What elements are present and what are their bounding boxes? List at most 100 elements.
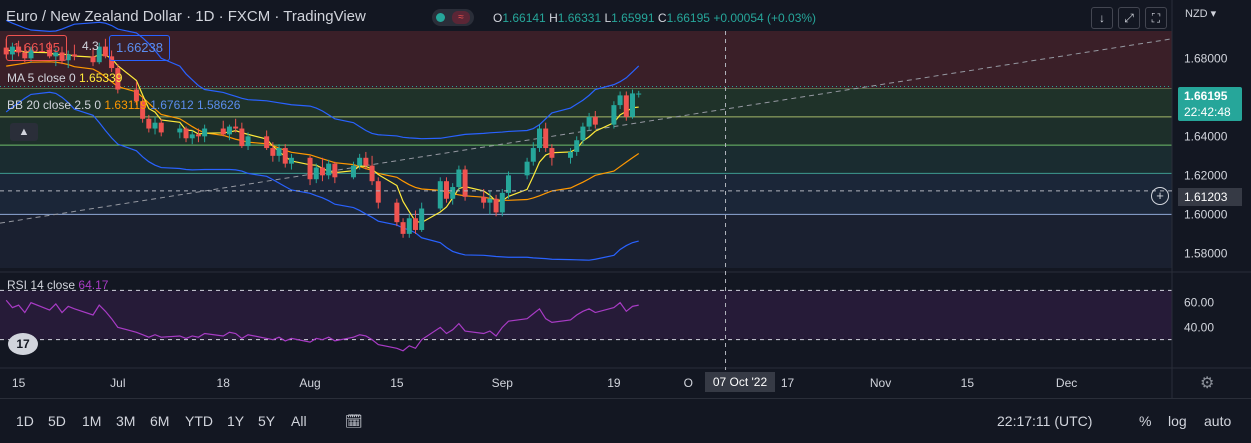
candle-body [574,140,580,152]
chevron-up-icon[interactable]: ▲ [10,123,38,141]
timeframe-ytd[interactable]: YTD [185,413,213,429]
open-label: O [493,11,503,25]
candle-2022-08-26 [462,165,468,201]
time-tick-label: 18 [217,376,231,390]
candle-body [487,198,493,203]
candle-body [332,163,338,178]
price-zone [0,145,1172,174]
candle-body [419,208,425,230]
rsi-legend[interactable]: RSI 14 close 64.17 [7,278,108,292]
candle-body [71,54,77,57]
price-zone [0,116,1172,146]
wave-icon: ≈ [452,11,470,24]
low-label: L [604,11,612,25]
add-order-icon[interactable]: + [1151,187,1169,205]
close-value: 1.66195 [666,11,710,25]
candle-body [195,134,201,137]
chart-title: Euro / New Zealand Dollar · 1D · FXCM · … [6,8,366,25]
bb-lower-value: 1.58626 [196,98,241,112]
bb-legend[interactable]: BB 20 close 2.5 0 1.63119 1.67612 1.5862… [7,98,240,112]
timeframe-5y[interactable]: 5Y [258,413,276,429]
candle-2022-08-08 [350,161,356,180]
timeframe-3m[interactable]: 3M [116,413,136,429]
time-tick-label: 15 [961,376,975,390]
candle-body [549,148,555,158]
timeframe-all[interactable]: All [291,413,307,429]
candle-2022-09-07 [536,124,542,152]
price-zone [0,88,1172,117]
gear-icon[interactable]: ⚙ [1200,375,1215,392]
arrow-down-icon[interactable]: ↓ [1091,7,1113,29]
price-tick-label: 1.62000 [1184,168,1228,182]
candle-body [543,128,549,149]
candle-body [202,128,208,137]
candle-2022-07-25 [264,130,270,150]
candle-body [53,52,59,57]
ma-label: MA 5 close 0 [7,71,76,85]
crosshair [0,31,1172,370]
close-label: C [657,11,667,25]
candle-2022-08-19 [419,202,425,232]
candle-2022-07-08 [158,118,164,137]
candle-2022-08-31 [493,194,499,217]
fullscreen-icon[interactable]: ⛶ [1145,7,1167,29]
candle-2022-09-21 [623,91,629,121]
tradingview-logo-icon[interactable]: 17 [8,333,38,355]
rsi-series-line [5,299,639,352]
candle-2022-06-14 [9,42,15,61]
time-tick-label: 19 [607,376,621,390]
candle-body [406,218,412,234]
candle-body [59,52,65,61]
auto-toggle[interactable]: auto [1204,413,1232,429]
timeframe-5d[interactable]: 5D [48,413,66,429]
candle-body [437,181,443,209]
buy-price-button[interactable]: 1.66238 [109,35,170,61]
candle-2022-09-09 [549,144,555,166]
candle-body [140,101,146,119]
candle-2022-08-29 [481,189,487,209]
candle-2022-07-13 [189,130,195,145]
candle-body [567,151,573,158]
log-toggle[interactable]: log [1168,413,1187,429]
chart-canvas[interactable]: 1.68000 1.64000 1.62000 1.60000 1.58000 60.0… [0,0,1251,398]
high-value: 1.66331 [557,11,602,25]
candle-2022-06-21 [53,48,59,67]
candle-2022-07-27 [276,144,282,162]
candle-2022-08-17 [406,214,412,238]
rsi-tick-label: 60.00 [1184,296,1214,310]
sell-price-button[interactable]: 1.66195 [6,35,67,61]
expand-icon[interactable]: ⤢ [1118,7,1140,29]
ohlc-readout: O1.66141 H1.66331 L1.65991 C1.66195 +0.0… [493,11,816,25]
utc-clock[interactable]: 22:17:11 (UTC) [997,413,1093,429]
timeframe-1m[interactable]: 1M [82,413,102,429]
candle-2022-06-30 [109,50,115,72]
candle-body [189,134,195,139]
currency-selector[interactable]: NZD ▾ [1185,8,1217,20]
time-tick-label: Dec [1056,376,1077,390]
candle-2022-09-13 [574,136,580,156]
candle-2022-08-12 [375,177,381,209]
candle-2022-07-12 [183,126,189,143]
candle-body [307,157,313,180]
timeframe-6m[interactable]: 6M [150,413,170,429]
market-status-toggle[interactable]: ≈ [432,9,474,26]
candle-body [363,157,369,166]
rsi-pane [0,289,1172,341]
timeframe-1d[interactable]: 1D [16,413,34,429]
price-tick-label: 1.60000 [1184,207,1228,221]
candle-body [282,148,288,164]
candle-body [499,192,505,213]
percent-toggle[interactable]: % [1139,413,1152,429]
ma-legend[interactable]: MA 5 close 0 1.65339 [7,71,122,85]
timeframe-1y[interactable]: 1Y [227,413,245,429]
candle-body [245,136,251,147]
candle-2022-08-22 [437,177,443,211]
candle-body [270,148,276,156]
date-range-icon[interactable]: 🗓 [345,413,363,429]
time-tick-label: Aug [299,376,320,390]
candle-2022-09-02 [505,171,511,199]
time-tick-label: 15 [390,376,404,390]
candle-2022-07-06 [146,114,152,133]
rsi-value: 64.17 [78,278,109,292]
candle-body [462,169,468,197]
